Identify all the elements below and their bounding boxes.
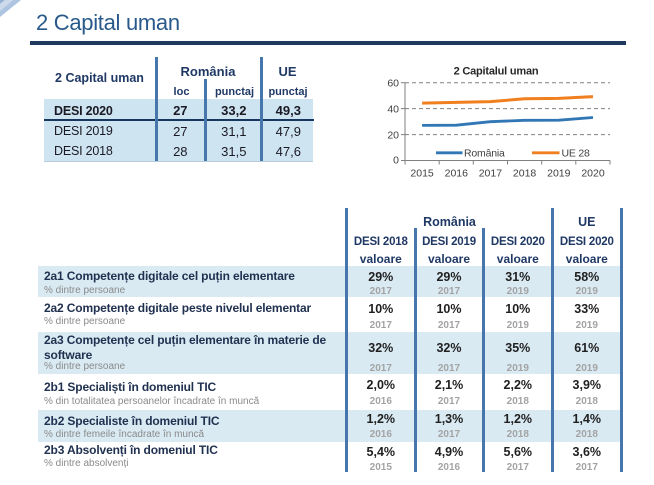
svg-text:2019: 2019 xyxy=(547,168,571,180)
svg-text:2 Capitalul uman: 2 Capitalul uman xyxy=(454,66,539,78)
svg-text:20: 20 xyxy=(387,129,399,141)
svg-text:UE 28: UE 28 xyxy=(562,147,591,159)
svg-text:2018: 2018 xyxy=(513,168,537,180)
svg-text:2015: 2015 xyxy=(410,168,434,180)
svg-text:2020: 2020 xyxy=(581,168,605,180)
svg-text:România: România xyxy=(464,147,505,159)
svg-text:2016: 2016 xyxy=(445,168,469,180)
svg-text:60: 60 xyxy=(387,78,399,90)
svg-text:2017: 2017 xyxy=(479,168,503,180)
svg-text:0: 0 xyxy=(393,155,399,167)
svg-text:40: 40 xyxy=(387,104,399,116)
